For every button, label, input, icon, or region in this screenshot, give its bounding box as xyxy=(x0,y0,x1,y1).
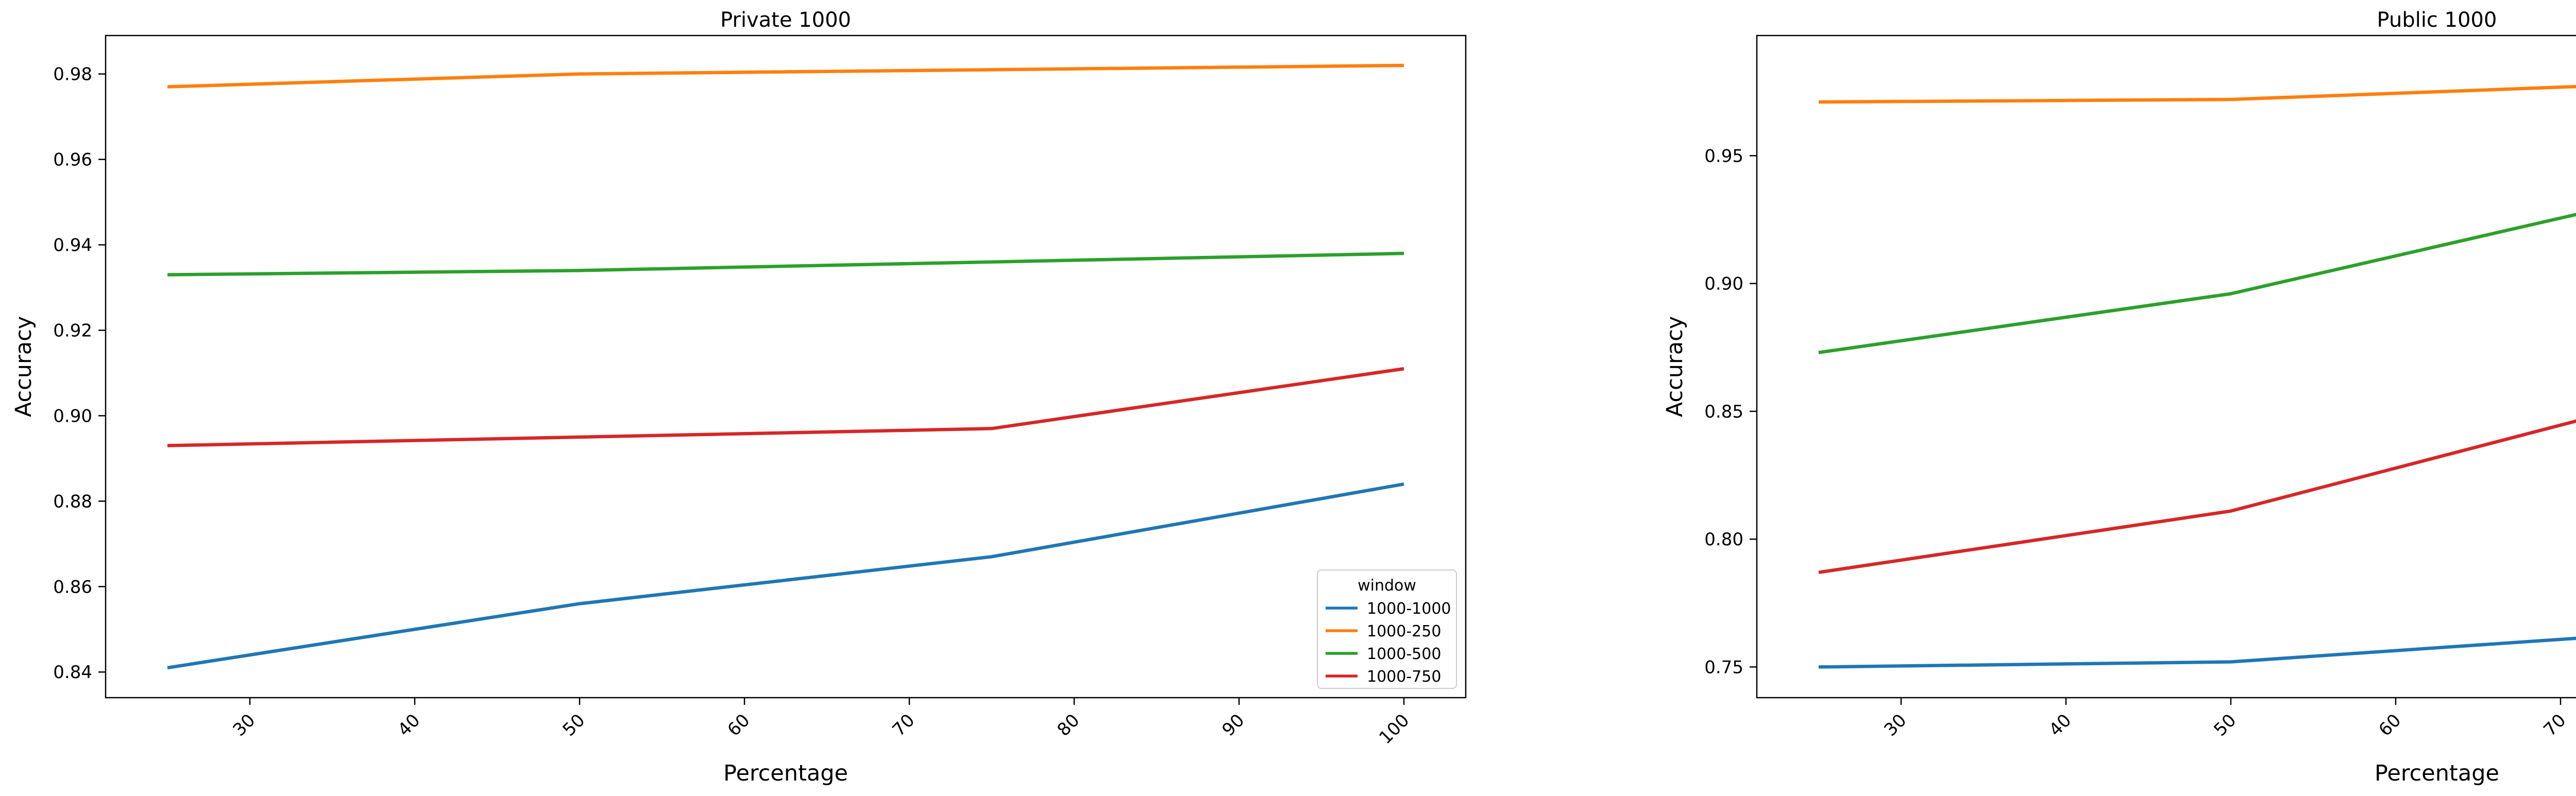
y-tick-label: 0.90 xyxy=(1704,274,1743,295)
series-line-1000-1000 xyxy=(167,482,1404,670)
x-tick-label: 60 xyxy=(2375,710,2405,740)
series-line-1000-500 xyxy=(1818,213,2576,354)
y-tick-label: 0.88 xyxy=(53,491,92,512)
x-tick-label: 90 xyxy=(1218,710,1248,740)
x-tick-label: 40 xyxy=(2045,710,2075,740)
x-axis-label: Percentage xyxy=(723,760,848,786)
x-tick-label: 50 xyxy=(2210,710,2240,740)
chart-public-1000: Public 1000 Percentage Accuracy 30 40 50 60… xyxy=(1662,8,2576,786)
y-tick-label: 0.85 xyxy=(1704,402,1743,422)
y-tick-label: 0.80 xyxy=(1704,529,1743,550)
y-axis-ticks: 0.75 0.80 0.85 0.90 0.95 xyxy=(1704,146,1757,678)
x-tick-label: 80 xyxy=(1053,710,1083,740)
legend: window 1000-1000 1000-250 1000-500 1000-750 xyxy=(1317,569,1457,689)
y-tick-label: 0.75 xyxy=(1704,657,1743,678)
x-tick-label: 70 xyxy=(888,710,919,740)
series-line-1000-1000 xyxy=(1818,636,2576,669)
chart-title: Private 1000 xyxy=(720,8,851,32)
series-line-1000-750 xyxy=(1818,419,2576,574)
legend-item-label: 1000-1000 xyxy=(1367,600,1451,618)
x-tick-label: 100 xyxy=(1375,710,1413,748)
y-tick-label: 0.95 xyxy=(1704,146,1743,166)
y-tick-label: 0.94 xyxy=(53,235,92,256)
x-tick-label: 70 xyxy=(2539,710,2570,740)
y-axis-label: Accuracy xyxy=(11,316,37,417)
y-axis-label: Accuracy xyxy=(1662,316,1688,417)
y-tick-label: 0.96 xyxy=(53,150,92,170)
y-axis-ticks: 0.84 0.86 0.88 0.90 0.92 0.94 0.96 0.98 xyxy=(53,64,106,683)
plot-area: 30 40 50 60 70 80 90 100 0.84 0.86 0.88 0.90 0.92 0.9… xyxy=(53,34,1467,748)
chart-private-1000: Private 1000 Percentage Accuracy 30 40 50 6… xyxy=(11,8,1467,786)
plot-border xyxy=(1756,34,2576,699)
legend-title: window xyxy=(1358,577,1416,595)
y-tick-label: 0.90 xyxy=(53,406,92,426)
series-lines xyxy=(1818,84,2576,669)
series-line-1000-750 xyxy=(167,367,1404,447)
x-tick-label: 30 xyxy=(1880,710,1910,740)
plot-area: 304050607080901000.750.800.850.900.95win… xyxy=(1704,34,2576,740)
x-tick-label: 50 xyxy=(558,710,589,740)
legend-item-label: 1000-500 xyxy=(1367,645,1441,663)
legend-item-label: 1000-250 xyxy=(1367,622,1441,641)
x-axis-ticks: 30 40 50 60 70 80 90 100 xyxy=(229,698,1413,748)
legend-item-label: 1000-750 xyxy=(1367,668,1441,686)
series-line-1000-250 xyxy=(167,63,1404,89)
series-lines xyxy=(167,63,1404,670)
x-tick-label: 60 xyxy=(723,710,754,740)
series-line-1000-500 xyxy=(167,251,1404,276)
y-tick-label: 0.92 xyxy=(53,320,92,341)
legend-box xyxy=(1317,569,1457,689)
chart-title: Public 1000 xyxy=(2377,8,2497,32)
plot-border xyxy=(105,34,1467,699)
series-line-1000-250 xyxy=(1818,84,2576,104)
y-tick-label: 0.98 xyxy=(53,64,92,85)
x-axis-label: Percentage xyxy=(2375,760,2499,786)
x-tick-label: 30 xyxy=(229,710,259,740)
y-tick-label: 0.84 xyxy=(53,662,92,683)
y-tick-label: 0.86 xyxy=(53,577,92,597)
x-tick-label: 40 xyxy=(394,710,424,740)
